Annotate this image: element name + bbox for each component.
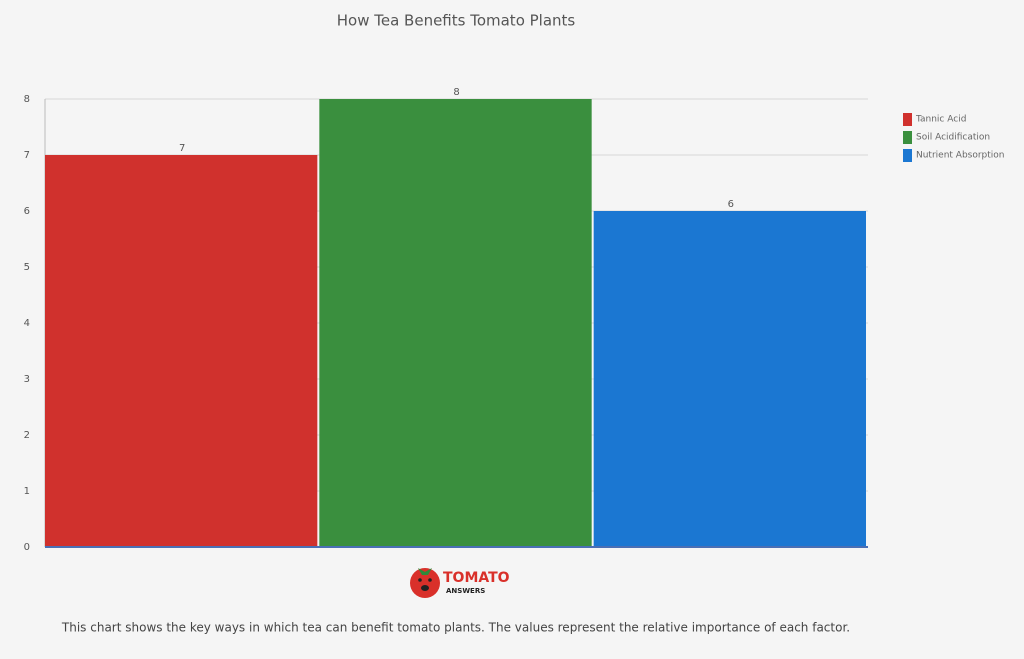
legend-swatch (903, 149, 912, 162)
logo-name: TOMATO (443, 570, 510, 586)
logo-mouth (421, 585, 429, 591)
value-label: 8 (453, 87, 459, 98)
logo-icon (410, 568, 440, 598)
bar (45, 155, 318, 547)
y-tick-label: 8 (24, 94, 30, 105)
value-label: 7 (179, 143, 185, 154)
y-tick-label: 3 (24, 374, 30, 385)
legend-swatch (903, 113, 912, 126)
value-label: 6 (728, 199, 734, 210)
chart-title: How Tea Benefits Tomato Plants (337, 12, 576, 30)
bar (319, 99, 592, 547)
y-tick-label: 0 (24, 542, 30, 553)
y-tick-label: 2 (24, 430, 30, 441)
legend-swatch (903, 131, 912, 144)
logo-eye (428, 578, 432, 582)
logo-eye (418, 578, 422, 582)
bar (593, 211, 866, 547)
legend-label: Nutrient Absorption (916, 151, 1005, 161)
y-tick-label: 5 (24, 262, 30, 273)
logo-leaf (418, 568, 432, 575)
logo-tagline: ANSWERS (446, 587, 485, 595)
y-tick-label: 1 (24, 486, 30, 497)
y-tick-label: 7 (24, 150, 30, 161)
caption: This chart shows the key ways in which t… (61, 621, 850, 635)
legend-label: Tannic Acid (915, 115, 966, 125)
legend-label: Soil Acidification (916, 133, 990, 143)
logo: TOMATO ANSWERS (410, 568, 510, 598)
y-tick-label: 6 (24, 206, 30, 217)
y-tick-label: 4 (24, 318, 30, 329)
